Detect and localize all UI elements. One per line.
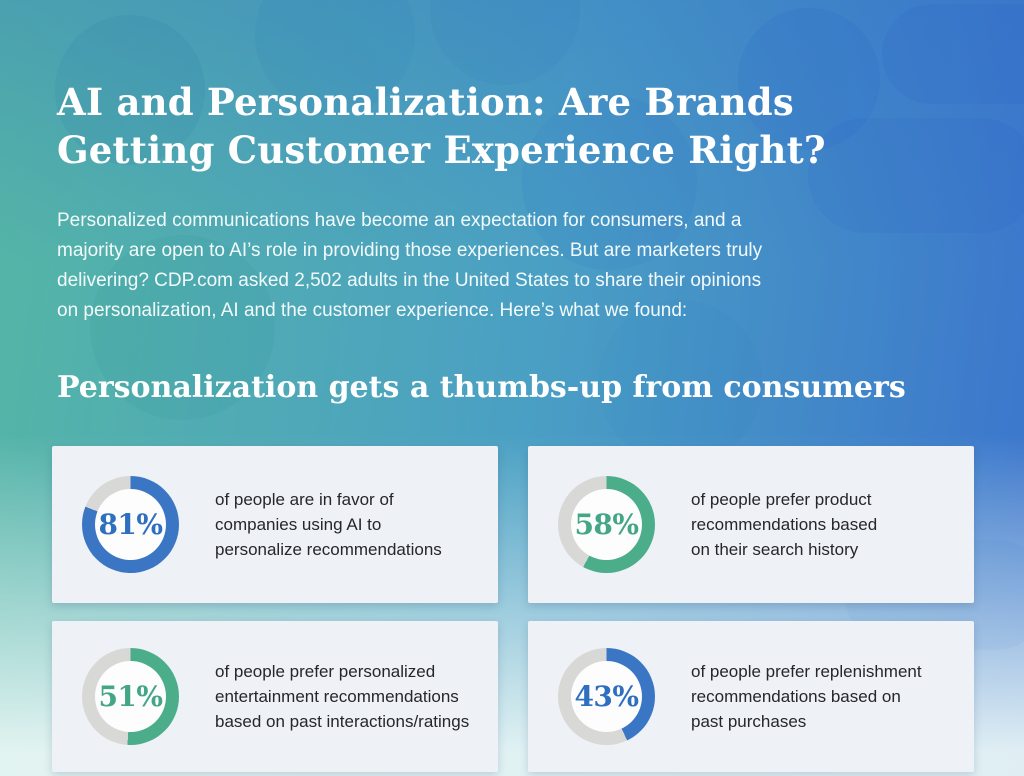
card-caption: of people prefer replenishment recommenda… (691, 662, 922, 731)
card-caption: of people prefer personalized entertainme… (215, 662, 470, 731)
stat-cards-grid: 81% of people are in favor of companies u… (52, 446, 974, 772)
donut-chart: 51% (82, 648, 179, 745)
stat-card: 58% of people prefer product recommendati… (528, 446, 974, 603)
page-title: AI and Personalization: Are Brands Getti… (57, 78, 826, 174)
donut-hole: 58% (571, 489, 642, 560)
intro-paragraph: Personalized communications have become … (57, 210, 763, 321)
donut-chart: 58% (558, 476, 655, 573)
stat-card: 51% of people prefer personalized enterta… (52, 621, 498, 772)
stat-card: 43% of people prefer replenishment recomm… (528, 621, 974, 772)
donut-chart: 43% (558, 648, 655, 745)
card-caption: of people prefer product recommendations … (691, 490, 878, 559)
decor-blob (55, 15, 205, 165)
donut-percent-label: 81% (98, 508, 163, 541)
decor-blob (90, 235, 275, 420)
page-title-line-1: AI and Personalization: Are Brands (57, 80, 794, 124)
decor-blob (598, 300, 763, 465)
decor-blob (882, 4, 1024, 104)
decor-blob (522, 95, 697, 270)
card-caption: of people are in favor of companies using… (215, 490, 442, 559)
page-title-line-2: Getting Customer Experience Right? (57, 128, 826, 172)
donut-hole: 51% (95, 661, 166, 732)
section-heading: Personalization gets a thumbs-up from co… (57, 370, 906, 405)
donut-hole: 81% (95, 489, 166, 560)
donut-percent-label: 43% (574, 680, 639, 713)
donut-percent-label: 51% (98, 680, 163, 713)
decor-blob (738, 8, 880, 150)
decor-blob (808, 118, 1024, 233)
decor-blob (430, 0, 580, 85)
stat-card: 81% of people are in favor of companies u… (52, 446, 498, 603)
donut-chart: 81% (82, 476, 179, 573)
donut-hole: 43% (571, 661, 642, 732)
donut-percent-label: 58% (574, 508, 639, 541)
